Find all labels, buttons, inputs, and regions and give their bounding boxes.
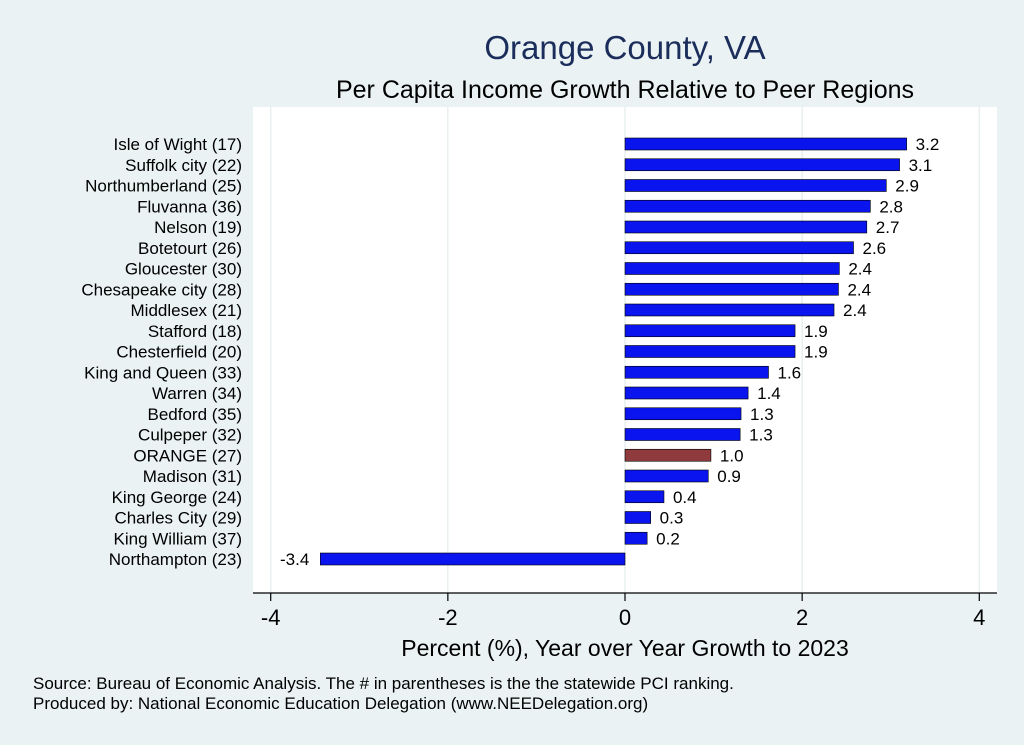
bar [624,531,648,545]
bar [624,428,741,441]
value-label: 2.4 [848,260,872,279]
category-label: Chesapeake city (28) [81,280,242,299]
bar [624,179,887,192]
category-label: King George (24) [112,488,242,507]
value-label: 2.7 [876,218,900,237]
x-tick-label: 4 [973,605,985,630]
bar [624,407,742,421]
x-tick-label: 2 [796,605,808,630]
category-label: Chesterfield (20) [116,343,242,362]
category-label: Madison (31) [143,467,242,486]
category-label: Stafford (18) [148,322,242,341]
value-label: 2.4 [847,280,871,299]
value-label: 0.9 [717,467,741,486]
category-label: Northampton (23) [109,550,242,569]
chart-title: Orange County, VA [484,29,765,66]
value-label: 1.0 [720,446,744,465]
bar [624,345,796,358]
bar [624,448,712,462]
x-tick-label: -2 [438,605,458,630]
bar [320,552,626,566]
bar [624,490,665,504]
value-label: 1.3 [749,426,773,445]
category-labels: Isle of Wight (17) Suffolk city (22) North… [81,135,242,569]
bar [624,511,651,524]
value-label: 2.8 [879,197,903,216]
category-label: Suffolk city (22) [125,156,242,175]
category-label: Isle of Wight (17) [114,135,243,154]
bars [320,137,907,566]
bar [624,137,907,151]
bar [624,158,900,172]
value-label: 1.9 [804,322,828,341]
value-label: 1.3 [750,405,774,424]
x-tick-label: 0 [619,605,631,630]
value-label: 3.1 [909,156,933,175]
bar [624,220,868,234]
bar [624,282,839,296]
value-label: -3.4 [280,550,309,569]
bar [624,469,709,483]
value-label: 3.2 [916,135,940,154]
value-label: 0.2 [656,529,680,548]
value-labels: 3.23.12.92.82.72.62.42.42.41.91.91.61.41… [280,135,939,569]
category-label: Fluvanna (36) [137,197,242,216]
value-label: 0.3 [660,509,684,528]
value-label: 1.6 [777,363,801,382]
category-label: ORANGE (27) [133,446,242,465]
category-label: Culpeper (32) [138,426,242,445]
bar [624,324,796,338]
produced-by-note: Produced by: National Economic Education… [33,694,648,713]
category-label: Bedford (35) [148,405,243,424]
value-label: 2.6 [863,239,887,258]
category-label: King and Queen (33) [84,363,242,382]
bar [624,386,749,400]
bar [624,241,854,255]
value-label: 1.4 [757,384,781,403]
bar [624,262,840,275]
category-label: Gloucester (30) [125,260,242,279]
category-label: King William (37) [114,529,242,548]
x-tick-label: -4 [261,605,281,630]
category-label: Middlesex (21) [131,301,243,320]
category-label: Warren (34) [152,384,242,403]
chart-subtitle: Per Capita Income Growth Relative to Pee… [336,76,914,104]
value-label: 2.4 [843,301,867,320]
category-label: Nelson (19) [154,218,242,237]
category-label: Northumberland (25) [85,177,242,196]
bar [624,365,769,379]
bar [624,199,871,213]
value-label: 2.9 [895,177,919,196]
bar [624,303,835,317]
source-note: Source: Bureau of Economic Analysis. The… [33,674,734,693]
category-label: Botetourt (26) [138,239,242,258]
value-label: 0.4 [673,488,697,507]
value-label: 1.9 [804,343,828,362]
x-axis-ticks: -4 -2 0 2 4 [261,593,985,630]
category-label: Charles City (29) [114,509,242,528]
x-axis-title: Percent (%), Year over Year Growth to 20… [401,635,849,661]
